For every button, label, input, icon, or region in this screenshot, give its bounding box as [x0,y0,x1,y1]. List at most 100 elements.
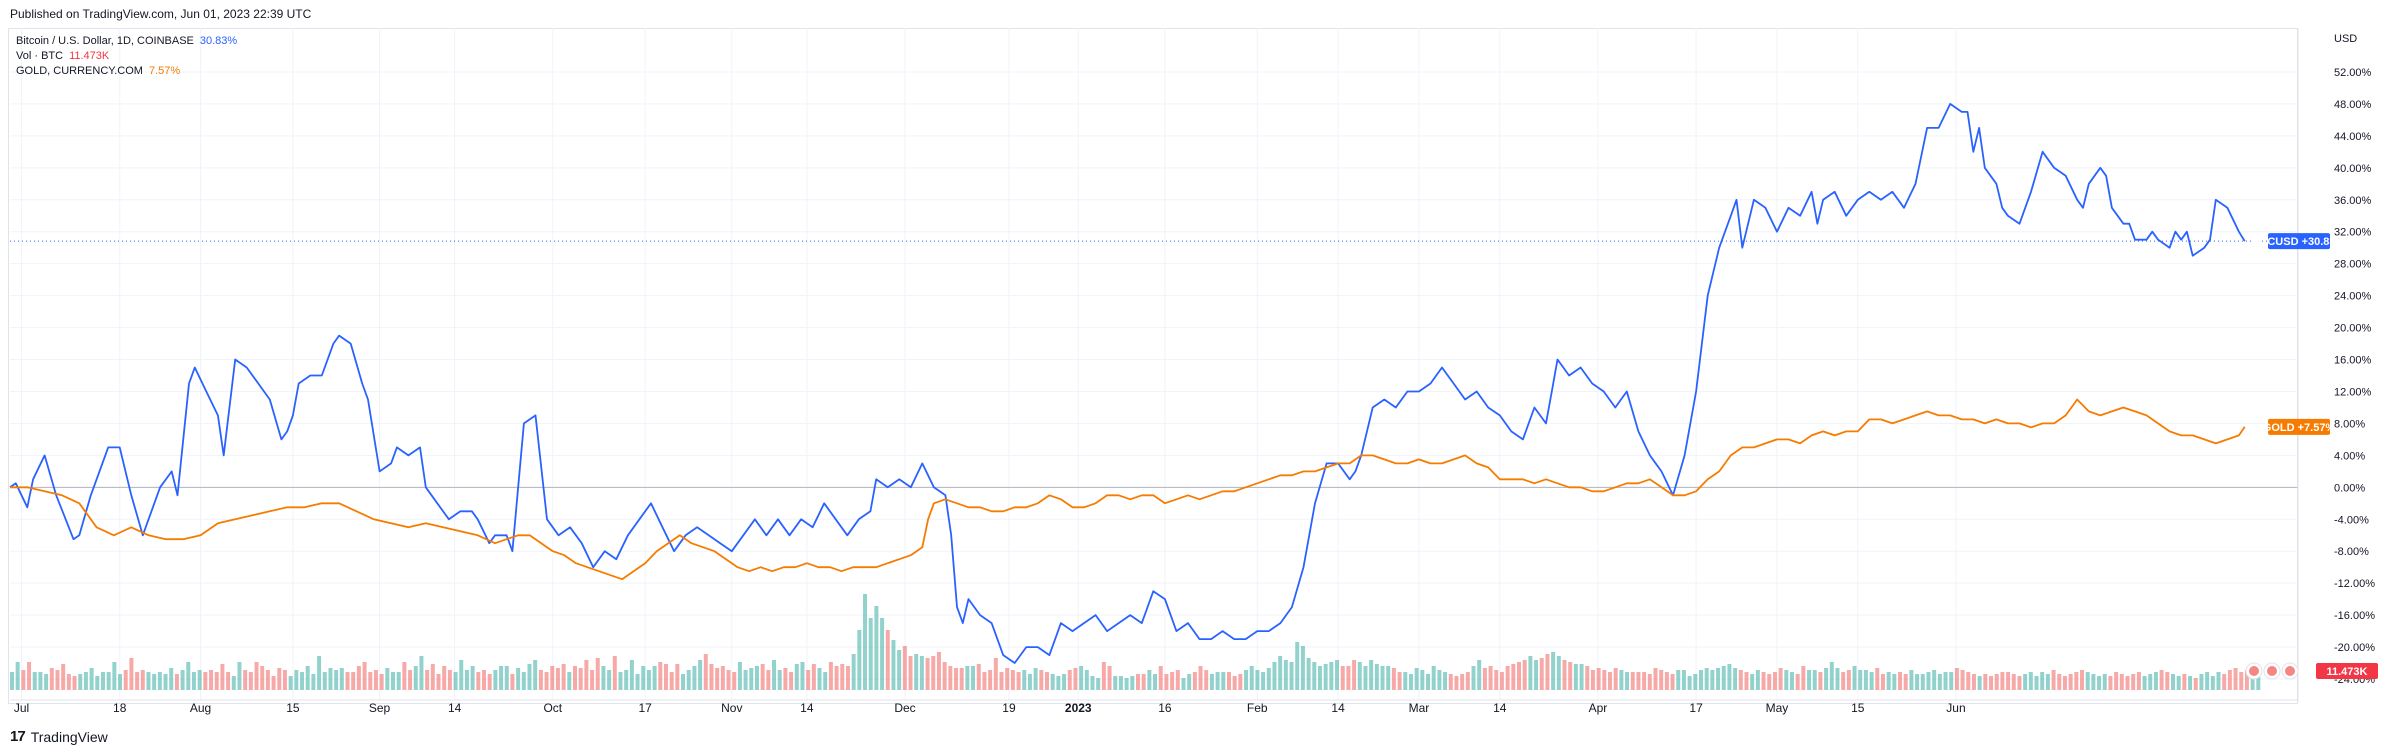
volume-bar [1750,674,1755,690]
volume-bar [2045,674,2050,690]
volume-bar [1005,668,1010,690]
volume-bar [1511,664,1516,690]
volume-bar [1863,670,1868,690]
volume-bar [300,672,305,690]
volume-bar [999,672,1004,690]
volume-bar [1136,674,1140,690]
volume-bar [499,666,504,690]
volume-bar [1426,674,1431,690]
volume-bar [1818,672,1823,690]
volume-bar [27,662,32,690]
volume-bar [1932,670,1937,690]
volume-bar [1027,674,1032,690]
volume-bar [2182,674,2187,690]
volume-bar [1346,666,1351,690]
volume-bar [675,664,680,690]
volume-bar [1266,668,1271,690]
volume-bar [919,656,924,690]
volume-bar [1738,670,1743,690]
volume-bar [317,656,322,690]
volume-bar [834,666,839,690]
volume-bar [618,672,623,690]
volume-bar [1943,672,1948,690]
legend-btc-label: Bitcoin / U.S. Dollar, 1D, COINBASE [16,35,194,47]
x-tick-label: May [1766,701,1789,715]
volume-bar [1010,670,1015,690]
volume-bar [1613,668,1618,690]
volume-bar [954,668,959,690]
volume-bar [1829,662,1834,690]
x-tick-label: Mar [1409,701,1430,715]
x-tick-label: Apr [1589,701,1608,715]
volume-bar [2239,672,2244,690]
volume-bar [1903,674,1908,690]
volume-bar [567,672,572,690]
volume-bar [453,672,458,690]
volume-bar [1340,666,1345,690]
volume-bar [2114,672,2119,690]
volume-bar [197,670,202,690]
volume-bar [783,668,788,690]
legend-gold[interactable]: GOLD, CURRENCY.COM 7.57% [16,64,237,79]
volume-bar [1306,658,1311,690]
x-tick-label: 14 [1331,701,1345,715]
volume-bar [607,670,612,690]
volume-bar [863,594,868,690]
volume-bar [720,666,725,690]
volume-bar [1994,674,1999,690]
volume-bar [1471,666,1476,690]
volume-bar [1721,666,1726,690]
y-tick-label: 8.00% [2334,418,2365,430]
volume-bar [425,670,430,690]
volume-bar [703,654,708,690]
volume-bar [1772,672,1777,690]
volume-bar [1335,660,1340,690]
volume-bar [965,666,970,690]
volume-bar [226,672,231,690]
tradingview-brand[interactable]: 17 TradingView [10,728,108,745]
volume-bar [828,662,833,690]
volume-bar [584,660,589,690]
volume-bar [612,656,617,690]
volume-bar [2023,674,2028,690]
volume-bar [2165,672,2170,690]
volume-bar [1226,672,1231,690]
volume-bar [2040,672,2045,690]
volume-bar [288,676,293,690]
volume-bar [2074,672,2079,690]
volume-bar [436,674,441,690]
volume-bar [794,664,799,690]
volume-bar [902,646,907,690]
volume-bar [470,666,475,690]
volume-bar [1164,674,1169,690]
volume-bar [885,630,890,690]
volume-bar [1278,656,1283,690]
y-tick-label: 12.00% [2334,386,2372,398]
volume-bar [1528,656,1533,690]
volume-bar [487,674,492,690]
volume-bar [248,672,253,690]
volume-bar [624,670,629,690]
volume-bar [10,672,14,690]
volume-bar [988,670,993,690]
legend-volume[interactable]: Vol · BTC 11.473K [16,49,237,64]
legend-btc[interactable]: Bitcoin / U.S. Dollar, 1D, COINBASE 30.83… [16,34,237,49]
volume-bar [1989,676,1994,690]
volume-bar [294,670,299,690]
y-tick-label: 48.00% [2334,99,2372,111]
volume-bars [10,594,2261,690]
volume-bar [1465,672,1470,690]
volume-bar [1858,670,1863,690]
volume-bar [510,674,515,690]
volume-bar [2102,674,2107,690]
volume-bar [1391,668,1396,690]
volume-bar [538,670,543,690]
volume-bar [817,668,822,690]
volume-bar [1317,666,1322,690]
x-tick-label: 17 [638,701,652,715]
volume-bar [1204,670,1209,690]
volume-bar [1727,664,1732,690]
y-tick-label: 16.00% [2334,355,2372,367]
volume-bar [1397,672,1402,690]
